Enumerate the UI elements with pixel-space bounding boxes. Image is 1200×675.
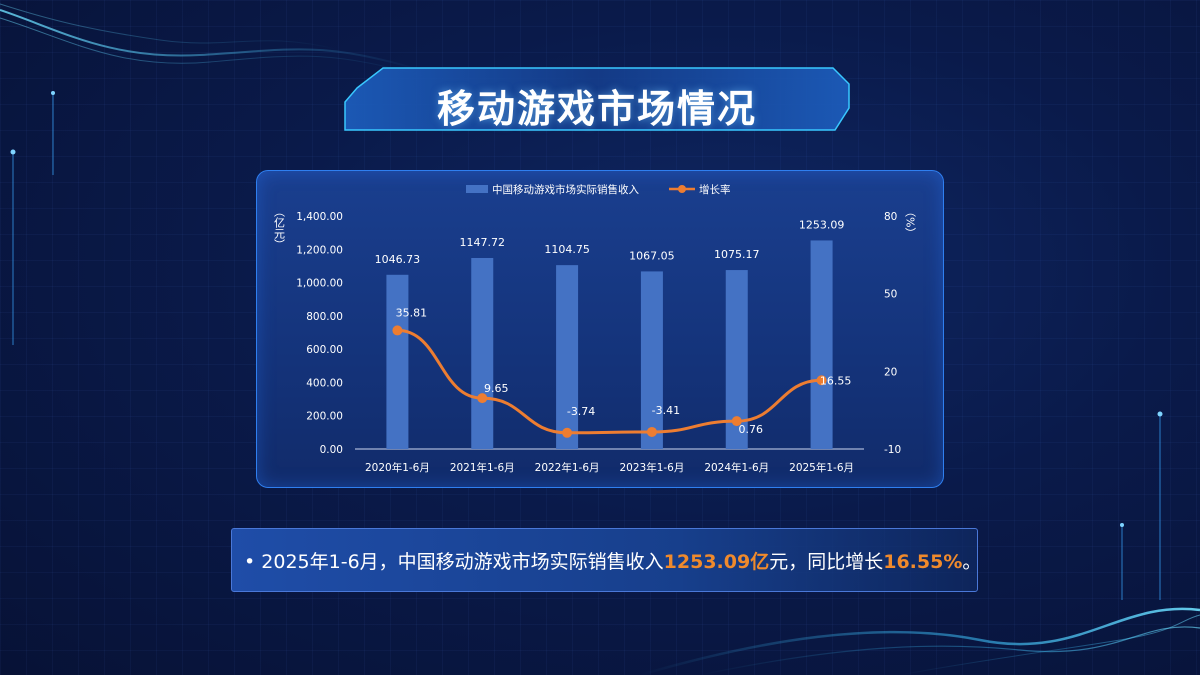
bar-value-label: 1147.72 <box>460 236 506 249</box>
left-tick-label: 0.00 <box>320 444 343 456</box>
category-label: 2022年1-6月 <box>535 461 600 474</box>
left-tick-label: 1,200.00 <box>296 244 343 256</box>
bar-value-label: 1067.05 <box>629 249 675 262</box>
legend-line-label: 增长率 <box>699 183 731 196</box>
left-axis-unit: （亿元） <box>273 206 286 250</box>
growth-value-label: -3.41 <box>652 404 680 417</box>
left-tick-label: 600.00 <box>306 344 343 356</box>
right-tick-label: 50 <box>884 289 897 301</box>
summary-growth: 16.55% <box>883 551 963 573</box>
left-tick-label: 200.00 <box>306 411 343 423</box>
bar-value-label: 1253.09 <box>799 218 845 231</box>
legend-bar-swatch <box>466 185 488 193</box>
right-tick-label: -10 <box>884 444 901 456</box>
page-title: 移动游戏市场情况 <box>436 87 757 131</box>
bar <box>725 270 748 449</box>
summary-revenue: 1253.09亿 <box>663 551 770 573</box>
bar <box>640 271 663 449</box>
bar-value-label: 1046.73 <box>375 253 421 266</box>
left-tick-label: 400.00 <box>306 377 343 389</box>
left-tick-label: 1,400.00 <box>296 211 343 223</box>
growth-point <box>646 426 657 437</box>
summary-text: • 2025年1-6月，中国移动游戏市场实际销售收入1253.09亿元，同比增长… <box>244 547 981 574</box>
bar <box>810 240 833 449</box>
legend-bar-label: 中国移动游戏市场实际销售收入 <box>492 183 639 196</box>
growth-line <box>397 328 822 435</box>
chart-panel: 0.00 200.00 400.00 600.00 800.00 1,000.00 1,20… <box>256 170 944 488</box>
title-banner: 移动游戏市场情况 <box>343 66 851 132</box>
growth-point <box>562 427 573 438</box>
bar <box>386 274 409 449</box>
right-axis-unit: （%） <box>904 206 917 238</box>
right-tick-label: 20 <box>884 366 897 378</box>
bar <box>471 257 494 449</box>
bar <box>556 265 579 449</box>
summary-suffix: 。 <box>962 551 982 573</box>
chart-svg: 0.00 200.00 400.00 600.00 800.00 1,000.00 1,20… <box>273 183 917 474</box>
category-label: 2024年1-6月 <box>704 461 769 474</box>
summary-bullet: • <box>244 551 256 573</box>
growth-point <box>731 416 742 427</box>
category-label: 2021年1-6月 <box>450 461 515 474</box>
left-tick-label: 800.00 <box>306 311 343 323</box>
summary-prefix: 2025年1-6月，中国移动游戏市场实际销售收入 <box>261 551 664 573</box>
summary-box: • 2025年1-6月，中国移动游戏市场实际销售收入1253.09亿元，同比增长… <box>231 528 981 592</box>
right-tick-label: 80 <box>884 211 897 223</box>
growth-point <box>392 325 403 336</box>
title-frame <box>344 67 850 131</box>
legend-line-marker <box>678 185 686 193</box>
bar-value-label: 1075.17 <box>714 248 760 261</box>
left-tick-label: 1,000.00 <box>296 278 343 290</box>
category-label: 2025年1-6月 <box>789 461 854 474</box>
growth-value-label: -3.74 <box>567 405 595 418</box>
category-label: 2020年1-6月 <box>365 461 430 474</box>
growth-point <box>477 393 488 404</box>
growth-point <box>816 375 827 386</box>
category-label: 2023年1-6月 <box>619 461 684 474</box>
growth-value-label: 9.65 <box>484 382 509 395</box>
growth-value-label: 35.81 <box>396 306 428 319</box>
bar-value-label: 1104.75 <box>544 243 590 256</box>
summary-middle: 元，同比增长 <box>769 551 884 573</box>
growth-value-label: 0.76 <box>739 423 764 436</box>
growth-value-label: 16.55 <box>820 374 852 387</box>
